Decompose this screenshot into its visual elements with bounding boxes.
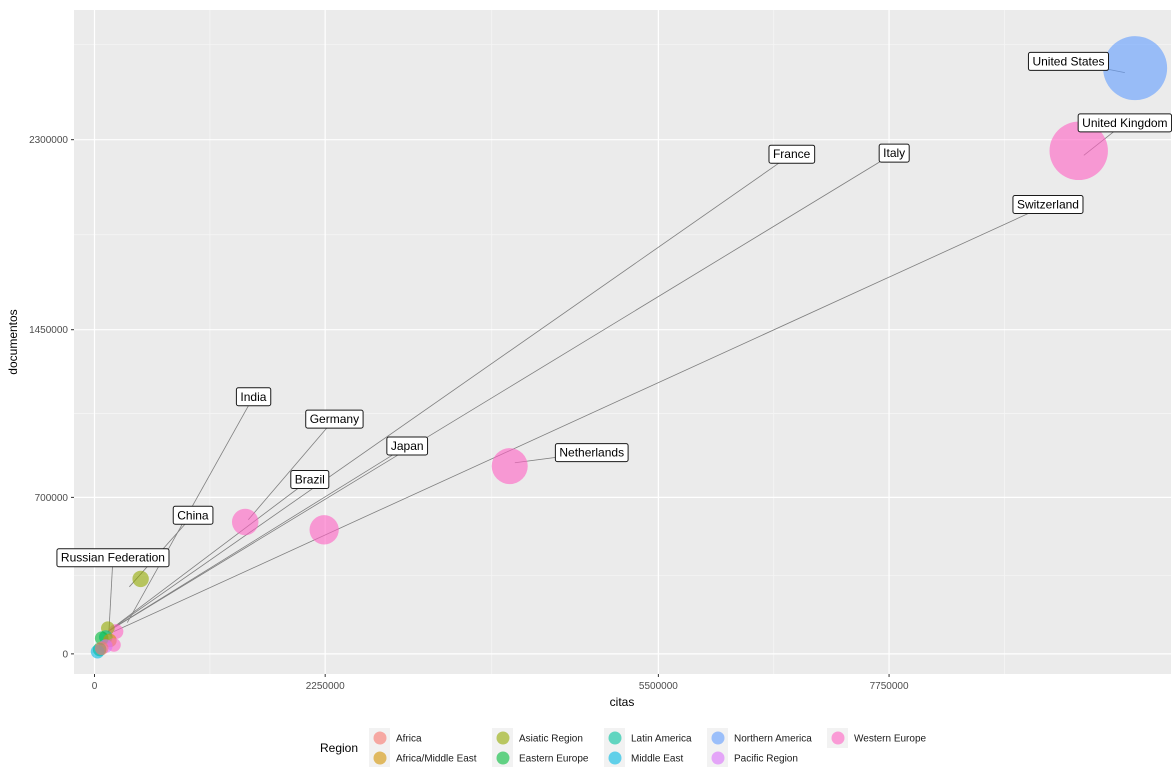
label-connector [108,557,114,633]
legend-label: Africa [396,734,422,745]
legend: Region Africa Africa/Middle East Asiatic R… [320,728,927,767]
point-label-box [386,436,429,456]
y-tick-label: 2300000 [29,135,68,146]
legend-label: Africa/Middle East [396,754,477,765]
y-axis-title: documentos [6,309,20,374]
data-point [94,641,109,656]
minor-gridlines [74,10,1171,674]
point-label-box [305,409,364,429]
label-connector [107,153,792,632]
legend-key [373,731,387,745]
label-connector [107,152,895,632]
x-tick-label: 5500000 [639,681,678,692]
legend-key [711,751,725,765]
legend-key [608,751,622,765]
data-point [231,508,259,536]
point-label-text: Switzerland [1017,198,1079,212]
label-connector [113,204,1049,632]
legend-key [608,731,622,745]
legend-item: Northern America [707,728,812,748]
data-point [132,570,149,588]
plot-panel [74,10,1171,674]
point-label: United Kingdom [1077,113,1172,133]
legend-key [496,731,510,745]
point-label: Netherlands [554,443,629,463]
point-label-text: Germany [310,412,359,426]
label-connector [107,479,311,632]
point-label-text: Brazil [295,472,325,486]
point-label-text: United States [1032,54,1104,68]
point-label-text: United Kingdom [1082,116,1167,130]
legend-item: Latin America [604,728,692,748]
point-label-box [172,505,214,525]
legend-key [373,751,387,765]
legend-label: Eastern Europe [519,754,589,765]
point-label-box [1012,195,1084,215]
x-tick-label: 7750000 [870,681,909,692]
point-label: Italy [878,143,910,163]
point-label-box [878,143,910,163]
point-label: Switzerland [1012,195,1084,215]
point-label-text: Russian Federation [61,551,165,565]
point-label-box [235,387,272,407]
y-tick-label: 700000 [35,493,69,504]
point-label: Germany [305,409,364,429]
point-labels: United States United Kingdom France Italy Sw… [56,51,1172,568]
y-tick-label: 0 [62,649,68,660]
legend-label: Latin America [631,734,692,745]
data-point [1103,36,1168,101]
legend-key [831,731,845,745]
legend-label: Northern America [734,734,812,745]
data-point [1049,121,1108,181]
legend-label: Asiatic Region [519,734,583,745]
point-label-text: Japan [391,439,424,453]
legend-item: Middle East [604,748,683,767]
point-label: United States [1027,51,1110,71]
data-point [491,448,528,485]
label-connector [247,418,335,520]
legend-item: Africa/Middle East [369,748,477,767]
legend-item: Africa [369,728,422,748]
major-gridlines [74,10,1171,674]
point-label-text: Netherlands [559,446,624,460]
legend-key [711,731,725,745]
x-axis-ticks: 0 2250000 5500000 7750000 [92,674,909,692]
data-point [309,515,339,545]
point-label-text: China [177,508,209,522]
x-tick-label: 2250000 [306,681,345,692]
legend-item: Asiatic Region [492,728,583,748]
x-axis-title: citas [610,695,635,709]
legend-item: Western Europe [827,728,927,748]
point-label: India [235,387,272,407]
y-axis-ticks: 0 700000 1450000 2300000 [29,135,74,660]
point-label: Japan [386,436,429,456]
legend-item: Pacific Region [707,748,798,767]
x-tick-label: 0 [92,681,98,692]
point-label: Russian Federation [56,548,170,568]
legend-key [496,751,510,765]
legend-label: Middle East [631,754,683,765]
point-label: China [172,505,214,525]
point-label-text: Italy [883,146,905,160]
point-label-box [1027,51,1110,71]
y-tick-label: 1450000 [29,325,68,336]
label-connector [107,445,408,632]
point-label: France [768,144,816,164]
point-label: Brazil [290,469,330,489]
point-label-text: India [240,390,266,404]
legend-label: Pacific Region [734,754,798,765]
point-label-text: France [773,147,811,161]
legend-item: Eastern Europe [492,748,589,767]
legend-title: Region [320,741,358,755]
legend-label: Western Europe [854,734,927,745]
data-points [90,36,1168,659]
point-label-box [768,144,816,164]
point-label-box [56,548,170,568]
point-label-box [554,443,629,463]
point-label-box [290,469,330,489]
